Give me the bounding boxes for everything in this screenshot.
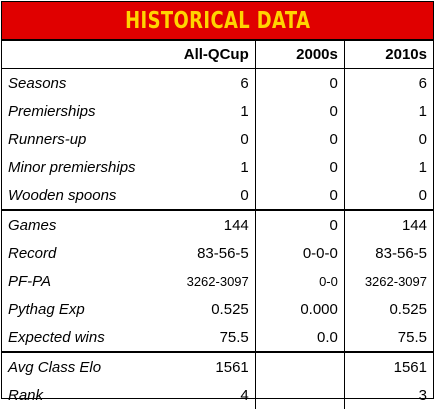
column-header-all-qcup: All-QCup bbox=[159, 41, 256, 69]
cell-all-qcup: 0 bbox=[240, 130, 249, 148]
header-label-spacer bbox=[2, 41, 160, 69]
row-label: Minor premierships bbox=[8, 158, 136, 176]
cell-all-qcup: 0.525 bbox=[211, 300, 249, 318]
cell-all-qcup: 1 bbox=[240, 102, 249, 120]
table-row-runners-up: Runners-up 0 0 0 bbox=[2, 125, 433, 153]
cell-all-qcup: 1 bbox=[240, 158, 249, 176]
cell-2010s: 0.525 bbox=[343, 295, 433, 323]
row-label: Pythag Exp bbox=[8, 300, 85, 318]
cell-2010s: 0 bbox=[343, 181, 433, 210]
cell-2010s: 75.5 bbox=[343, 323, 433, 352]
cell-all-qcup: 3262-3097 bbox=[186, 273, 249, 289]
cell-all-qcup: 75.5 bbox=[219, 328, 249, 346]
row-label: Runners-up bbox=[8, 130, 87, 148]
table-header-row: All-QCup 2000s 2010s bbox=[2, 41, 433, 69]
table-row-expected-wins: Expected wins 75.5 0.0 75.5 bbox=[2, 323, 433, 352]
cell-2010s: 83-56-5 bbox=[343, 239, 433, 267]
table-row-minor-premierships: Minor premierships 1 0 1 bbox=[2, 153, 433, 181]
cell-2000s: 0 bbox=[254, 209, 345, 239]
cell-2000s: 0 bbox=[254, 181, 345, 210]
cell-2010s: 1561 bbox=[343, 351, 433, 381]
table-row-games: Games 144 0 144 bbox=[2, 209, 433, 239]
row-label: PF-PA bbox=[8, 272, 52, 290]
cell-all-qcup: 144 bbox=[159, 209, 256, 239]
table-row-seasons: Seasons 6 0 6 bbox=[2, 68, 433, 97]
cell-2010s: 1 bbox=[343, 97, 433, 125]
table-row-avg-class-elo: Avg Class Elo 1561 1561 bbox=[2, 351, 433, 381]
row-label: Wooden spoons bbox=[8, 186, 117, 204]
cell-2010s: 0 bbox=[343, 125, 433, 153]
cell-2000s: 0.0 bbox=[254, 323, 345, 352]
cell-2000s: 0 bbox=[254, 68, 345, 97]
cell-2000s: 0-0-0 bbox=[254, 239, 345, 267]
table-row-wooden-spoons: Wooden spoons 0 0 0 bbox=[2, 181, 433, 210]
cell-2000s bbox=[254, 351, 345, 381]
cell-all-qcup: 0 bbox=[240, 186, 249, 204]
column-header-2000s: 2000s bbox=[254, 41, 345, 69]
cell-2010s: 6 bbox=[343, 68, 433, 97]
row-label: Premierships bbox=[8, 102, 96, 120]
cell-2000s: 0 bbox=[254, 153, 345, 181]
table-row-pf-pa: PF-PA 3262-3097 0-0 3262-3097 bbox=[2, 267, 433, 295]
row-label: Games bbox=[2, 209, 160, 239]
cell-2010s: 144 bbox=[343, 209, 433, 239]
row-label: Expected wins bbox=[8, 328, 105, 346]
table-row-premierships: Premierships 1 0 1 bbox=[2, 97, 433, 125]
row-label: Avg Class Elo bbox=[2, 351, 160, 381]
card-title: HISTORICAL DATA bbox=[124, 7, 311, 34]
cell-2000s: 0-0 bbox=[254, 267, 345, 295]
cell-2010s: 1 bbox=[343, 153, 433, 181]
cell-2000s: 0 bbox=[254, 125, 345, 153]
cell-all-qcup: 1561 bbox=[159, 351, 256, 381]
table-row-record: Record 83-56-5 0-0-0 83-56-5 bbox=[2, 239, 433, 267]
table-row-rank: Rank 4 3 bbox=[2, 381, 433, 409]
cell-2000s bbox=[254, 381, 345, 409]
cell-all-qcup: 83-56-5 bbox=[197, 244, 249, 262]
cell-all-qcup: 6 bbox=[240, 74, 249, 92]
row-label: Seasons bbox=[8, 74, 67, 92]
column-header-2010s: 2010s bbox=[343, 41, 433, 69]
title-banner: HISTORICAL DATA bbox=[2, 2, 433, 41]
cell-all-qcup: 4 bbox=[240, 386, 249, 404]
row-label: Rank bbox=[8, 386, 44, 404]
cell-2010s: 3 bbox=[343, 381, 433, 409]
cell-2000s: 0 bbox=[254, 97, 345, 125]
stats-table: All-QCup 2000s 2010s Seasons 6 0 6 Premi… bbox=[2, 41, 433, 409]
table-row-pythag-exp: Pythag Exp 0.525 0.000 0.525 bbox=[2, 295, 433, 323]
cell-2010s: 3262-3097 bbox=[343, 267, 433, 295]
cell-2000s: 0.000 bbox=[254, 295, 345, 323]
row-label: Record bbox=[8, 244, 57, 262]
